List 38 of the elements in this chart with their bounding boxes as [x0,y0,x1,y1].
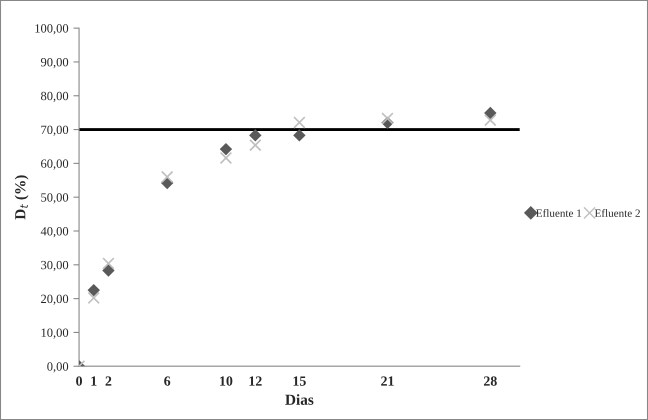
x-tick-label: 21 [381,376,394,386]
x-tick-label: 6 [164,376,170,386]
y-tick-label: 40,00 [40,227,68,238]
x-tick-label: 0 [76,376,82,386]
legend-label: Efluente 1 [536,208,582,217]
y-tick-label: 0,00 [47,362,68,372]
x-tick-label: 10 [220,376,232,386]
y-tick-label: 50,00 [41,193,68,204]
y-axis-title: D$_{t}$ (%) [14,175,29,220]
point [249,138,262,152]
y-tick-label: 90,00 [40,58,68,68]
y-tick-label: 70,00 [41,126,68,136]
point [484,106,497,120]
point [220,142,232,156]
x-tick-label: 15 [294,376,306,386]
point [220,152,232,164]
point [293,129,306,142]
x-tick-label: 1 [91,376,96,386]
point [249,129,262,142]
point [102,257,115,270]
y-tick-label: 30,00 [41,260,68,272]
legend-label: Efluente 2 [594,208,640,217]
point [88,284,100,296]
point [102,264,115,277]
x-axis-title: Dias [285,394,314,405]
x-tick-label: 2 [106,376,112,386]
y-tick-label: 100,00 [35,24,68,34]
y-tick-label: 80,00 [40,92,68,102]
y-tick-label: 20,00 [41,294,68,305]
x-tick-label: 28 [484,376,497,386]
point [160,170,174,184]
point [293,116,306,129]
y-tick-label: 10,00 [42,328,68,339]
x-tick-label: 12 [249,376,262,386]
point [381,112,394,125]
y-tick-label: 60,00 [41,159,68,170]
point [88,292,100,304]
point [484,114,497,126]
